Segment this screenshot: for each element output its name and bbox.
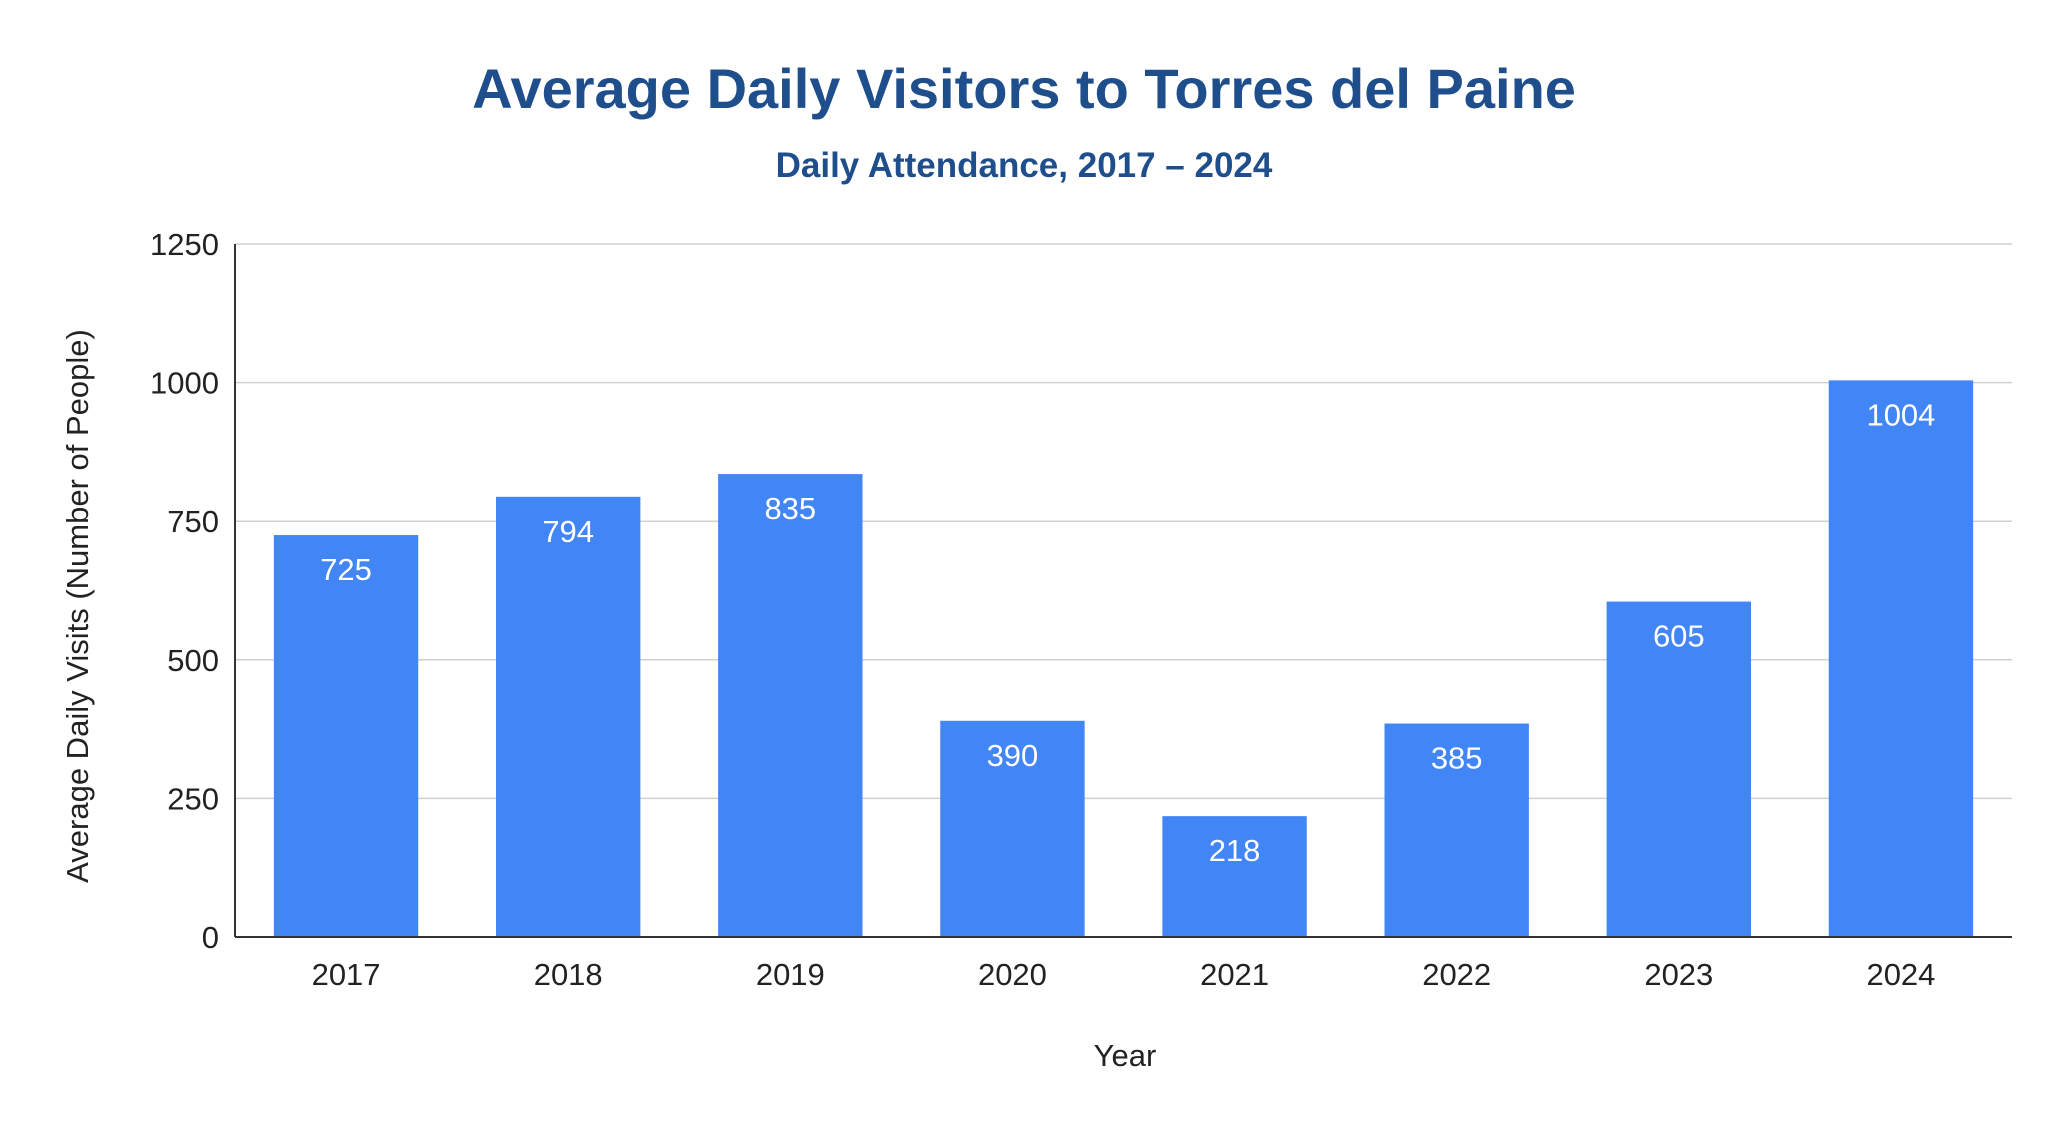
chart-title: Average Daily Visitors to Torres del Pai… — [472, 57, 1576, 120]
bar-value-label: 1004 — [1866, 397, 1935, 432]
x-tick-label: 2021 — [1200, 957, 1269, 992]
bar — [495, 496, 641, 937]
y-tick-label: 1250 — [150, 227, 219, 262]
bar-value-label: 794 — [542, 514, 594, 549]
bar-value-label: 390 — [987, 738, 1039, 773]
x-tick-label: 2018 — [534, 957, 603, 992]
x-tick-label: 2024 — [1866, 957, 1935, 992]
x-tick-label: 2020 — [978, 957, 1047, 992]
bar-value-label: 605 — [1653, 619, 1705, 654]
bar-value-label: 385 — [1431, 741, 1483, 776]
bar-value-label: 835 — [764, 491, 816, 526]
x-tick-label: 2017 — [312, 957, 381, 992]
bar — [273, 535, 419, 937]
bar — [1162, 816, 1307, 937]
y-tick-label: 500 — [167, 643, 219, 678]
y-axis-title: Average Daily Visits (Number of People) — [60, 329, 95, 883]
y-tick-label: 750 — [167, 504, 219, 539]
chart-subtitle: Daily Attendance, 2017 – 2024 — [775, 146, 1273, 185]
y-tick-label: 1000 — [150, 366, 219, 401]
x-tick-label: 2022 — [1422, 957, 1491, 992]
bar — [718, 474, 863, 937]
bar — [940, 720, 1085, 937]
axes — [234, 244, 2012, 938]
x-tick-label: 2019 — [756, 957, 825, 992]
bar — [1828, 380, 1974, 937]
bar — [1606, 601, 1752, 937]
x-axis-title: Year — [1094, 1038, 1157, 1073]
labels: 0 250 500 750 1000 1250 725 2017 794 2018 835 2019 3… — [150, 227, 1935, 992]
bar-value-label: 725 — [320, 552, 372, 587]
y-tick-label: 0 — [202, 920, 219, 955]
bar-value-label: 218 — [1209, 833, 1261, 868]
y-tick-label: 250 — [167, 781, 219, 816]
bar — [1384, 723, 1529, 937]
bars — [273, 380, 1974, 937]
x-tick-label: 2023 — [1644, 957, 1713, 992]
